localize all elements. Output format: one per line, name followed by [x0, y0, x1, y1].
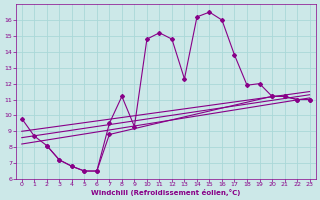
X-axis label: Windchill (Refroidissement éolien,°C): Windchill (Refroidissement éolien,°C): [91, 189, 240, 196]
